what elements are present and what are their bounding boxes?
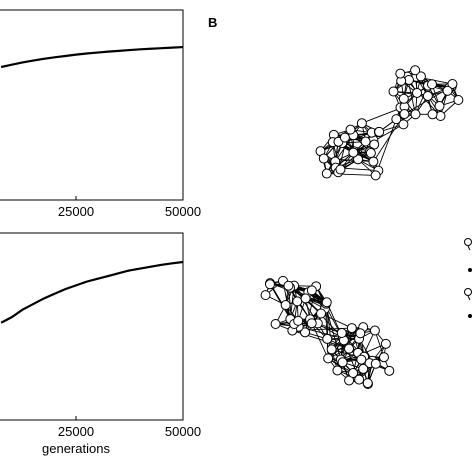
node xyxy=(415,71,426,82)
panel-label: B xyxy=(208,15,217,30)
node xyxy=(335,164,346,175)
x-tick-label: 25000 xyxy=(58,424,94,439)
node xyxy=(442,85,453,96)
data-line xyxy=(0,45,183,69)
axes-frame xyxy=(0,232,184,421)
edge xyxy=(269,284,291,320)
node xyxy=(358,363,369,374)
node xyxy=(422,90,433,101)
node xyxy=(356,118,367,129)
node xyxy=(388,86,399,97)
node xyxy=(354,374,365,385)
node xyxy=(270,319,281,330)
node xyxy=(453,95,464,106)
node xyxy=(427,79,438,90)
node xyxy=(435,110,446,121)
node xyxy=(339,132,350,143)
node xyxy=(348,368,359,379)
node xyxy=(374,126,385,137)
node xyxy=(264,279,275,290)
node xyxy=(292,296,303,307)
x-tick-label: 25000 xyxy=(58,204,94,219)
node xyxy=(356,354,367,365)
edge xyxy=(393,91,428,97)
axes-frame xyxy=(0,9,184,201)
x-tick-label: 50000 xyxy=(165,424,201,439)
plot-area xyxy=(0,45,183,69)
node xyxy=(280,300,291,311)
node xyxy=(360,136,371,147)
node xyxy=(306,318,317,329)
node xyxy=(380,338,391,349)
node xyxy=(398,119,409,130)
node xyxy=(348,147,359,158)
node xyxy=(260,290,271,301)
x-tick-label: 50000 xyxy=(165,204,201,219)
node xyxy=(370,358,381,369)
node xyxy=(447,78,458,89)
node xyxy=(384,365,395,376)
node xyxy=(300,293,311,304)
node xyxy=(337,357,348,368)
node xyxy=(353,154,364,165)
node xyxy=(321,297,332,308)
node xyxy=(410,65,421,76)
node xyxy=(398,93,409,104)
node xyxy=(412,87,423,98)
node xyxy=(293,315,304,326)
node xyxy=(369,325,380,336)
node xyxy=(306,285,317,296)
node xyxy=(391,114,402,125)
node xyxy=(369,139,380,150)
node xyxy=(434,101,445,112)
node xyxy=(283,280,294,291)
node xyxy=(318,153,329,164)
node xyxy=(345,124,356,135)
plot-area xyxy=(0,260,183,324)
data-line xyxy=(0,260,183,324)
node xyxy=(316,308,327,319)
node xyxy=(300,327,311,338)
node xyxy=(365,148,376,159)
node xyxy=(321,168,332,179)
node xyxy=(326,344,337,355)
node xyxy=(399,109,410,120)
node xyxy=(368,156,379,167)
node xyxy=(378,352,389,363)
node xyxy=(323,353,334,364)
node xyxy=(322,333,333,344)
node xyxy=(410,109,421,120)
network-diagrams xyxy=(260,65,464,390)
node xyxy=(370,170,381,181)
edge xyxy=(305,298,344,339)
node xyxy=(346,323,357,334)
node xyxy=(362,378,373,389)
node xyxy=(355,328,366,339)
edge xyxy=(320,313,353,329)
legend-fragment xyxy=(464,238,472,318)
node xyxy=(427,109,438,120)
x-axis-label: generations xyxy=(42,441,110,456)
node xyxy=(395,68,406,79)
node xyxy=(332,365,343,376)
node xyxy=(343,343,354,354)
node xyxy=(336,328,347,339)
